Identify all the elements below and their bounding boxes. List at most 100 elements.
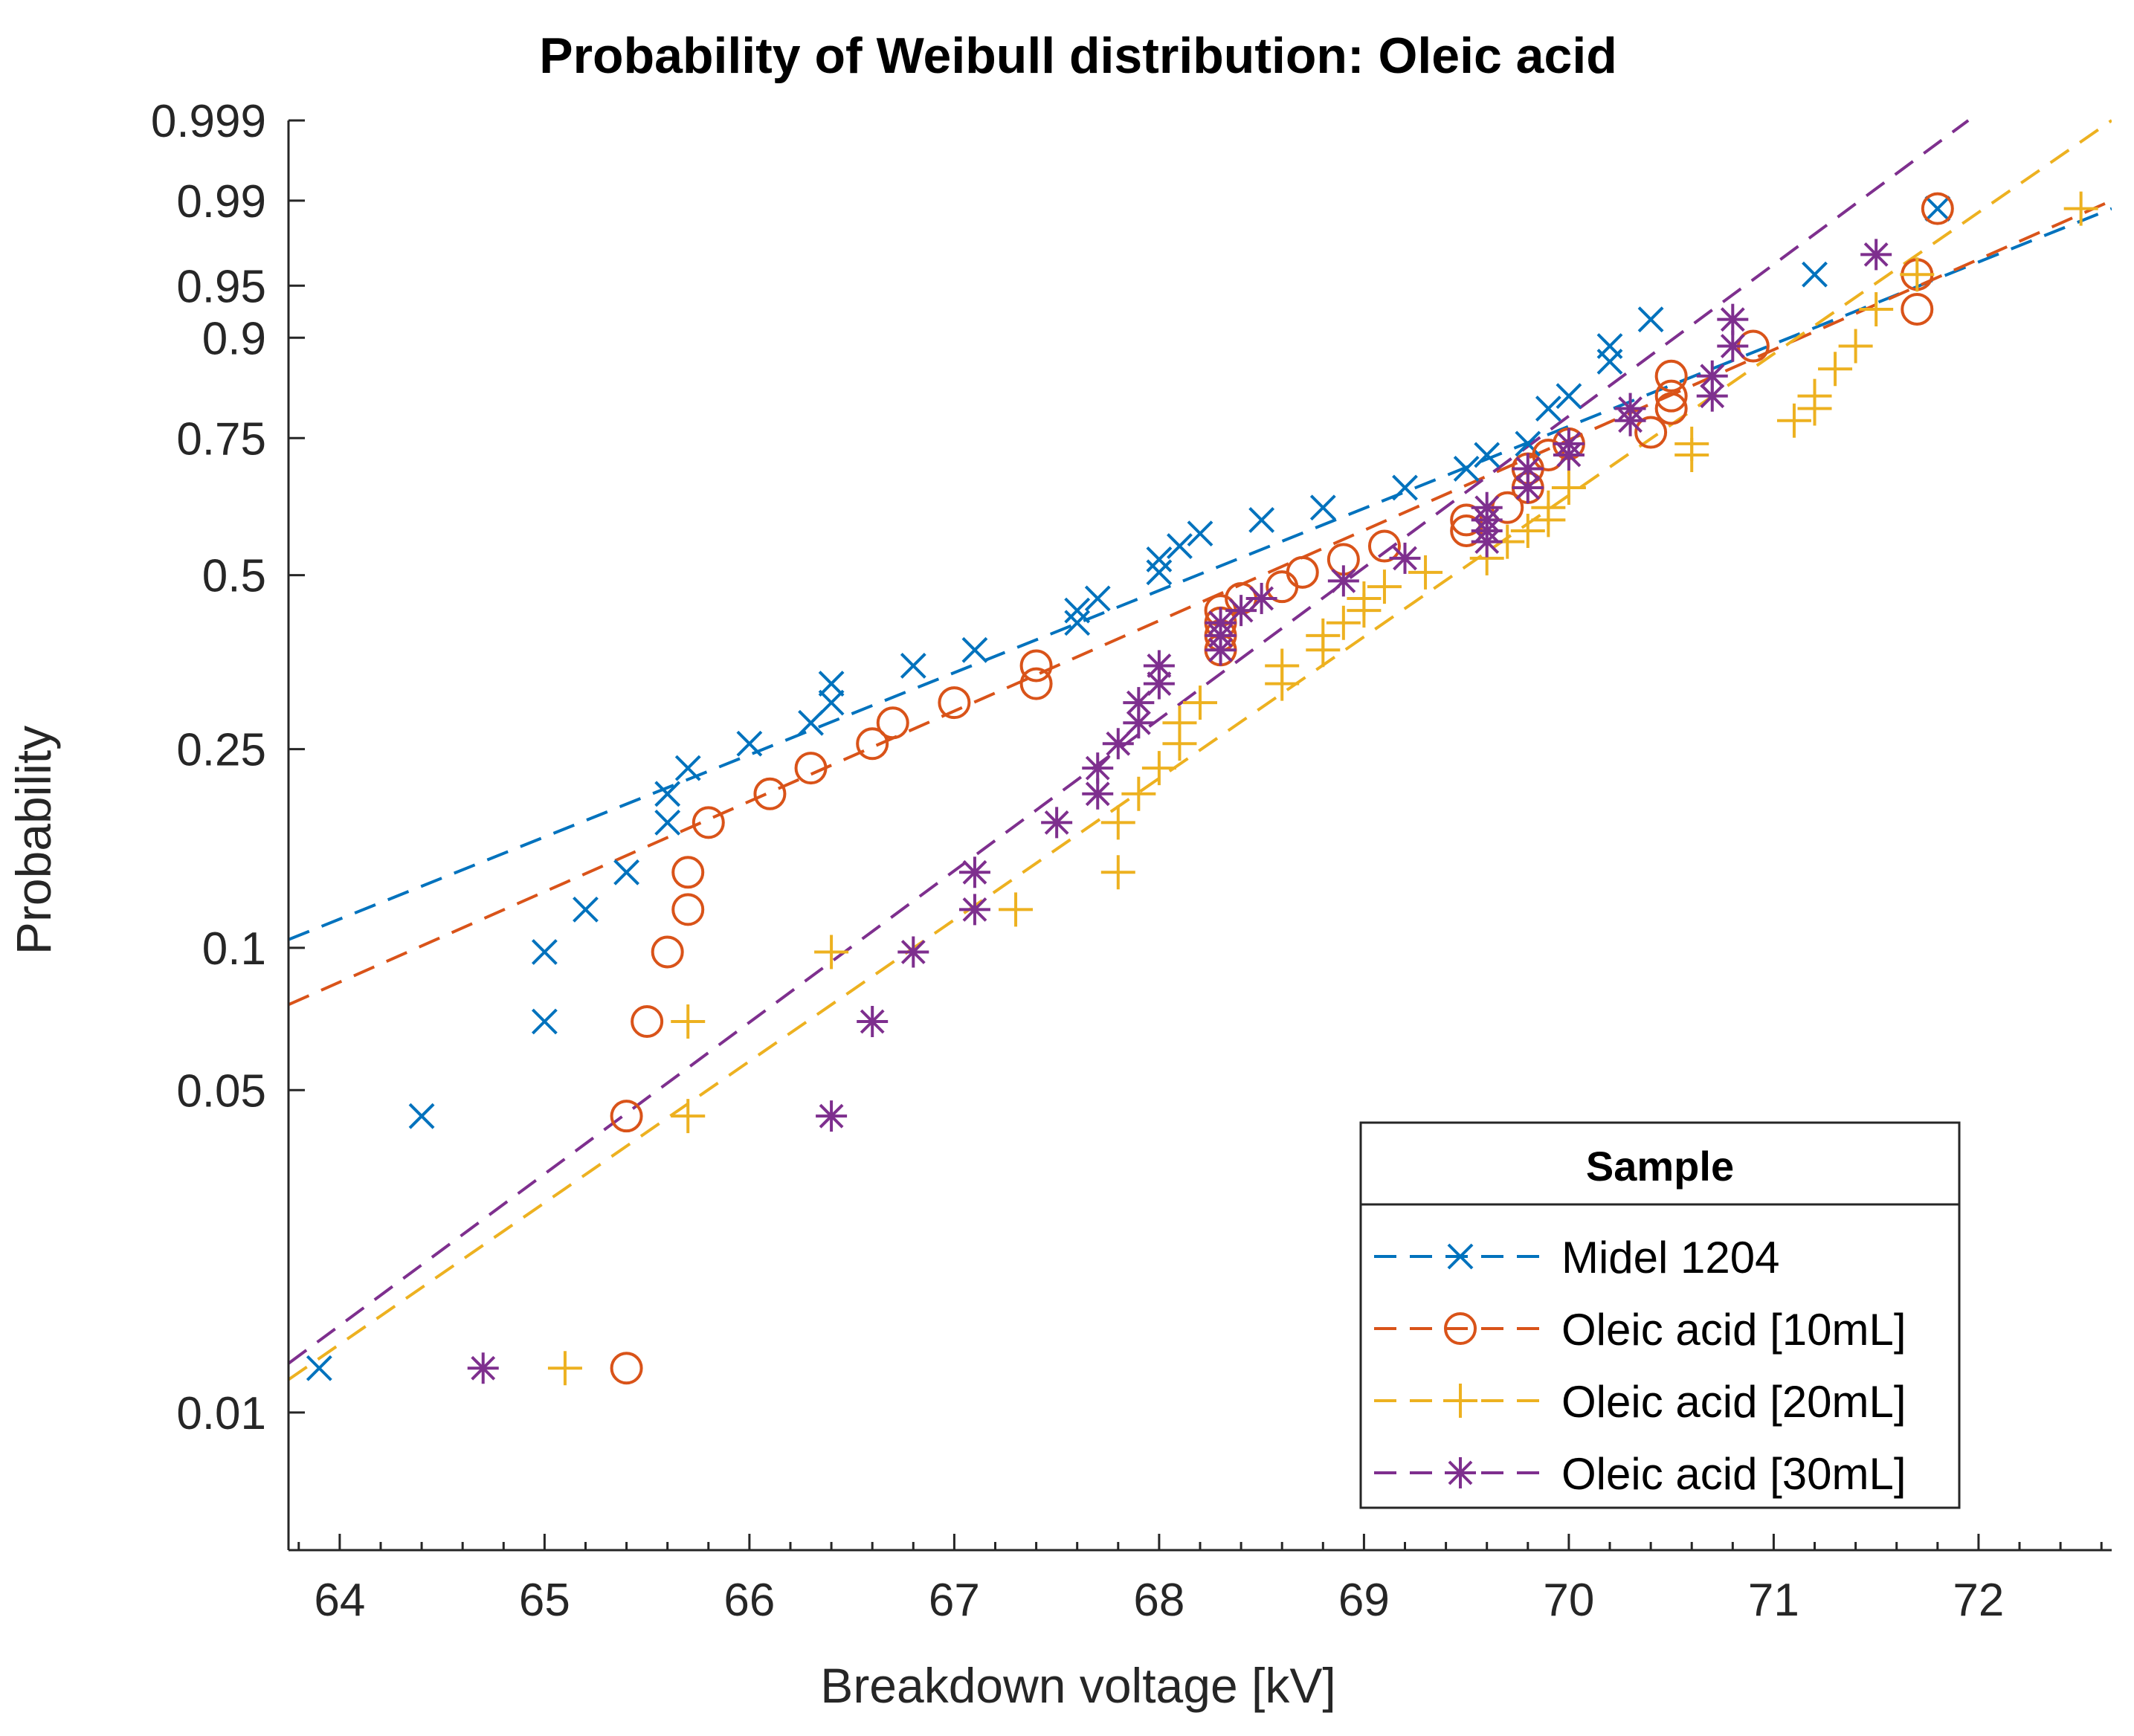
data-point-oleic-acid-30ml [1245,582,1277,614]
data-point-oleic-acid-20ml [1531,490,1566,525]
data-point-oleic-acid-10ml [651,935,684,969]
data-point-oleic-acid-20ml [1100,855,1135,890]
marker-stroke [1085,755,1110,781]
data-point-oleic-acid-30ml [1553,427,1585,459]
data-point-midel-1204 [798,709,824,736]
data-point-midel-1204 [1924,196,1951,222]
marker-stroke [1126,690,1151,715]
marker-stroke [1248,506,1275,533]
marker-stroke [1331,568,1356,593]
x-tick-label: 64 [314,1575,365,1626]
legend-label: Oleic acid [10mL] [1561,1305,1906,1355]
data-point-oleic-acid-10ml [692,806,725,839]
marker-stroke [1618,396,1643,421]
series-oleic-acid-30ml [467,239,1892,1384]
data-point-oleic-acid-30ml [958,856,990,888]
data-point-midel-1204 [1637,306,1664,333]
data-point-midel-1204 [961,636,988,663]
marker-stroke [798,709,824,736]
data-point-midel-1204 [818,689,845,716]
data-point-midel-1204 [1474,442,1500,468]
y-tick-label: 0.75 [176,413,266,465]
x-tick-label: 67 [929,1575,980,1626]
data-point-midel-1204 [573,896,599,923]
marker-stroke [408,1103,435,1129]
data-point-oleic-acid-20ml [671,1099,706,1134]
data-point-oleic-acid-20ml [814,935,849,969]
data-point-oleic-acid-10ml [610,1100,643,1133]
marker-stroke [1515,430,1541,457]
data-point-oleic-acid-10ml [1367,529,1401,563]
data-point-oleic-acid-10ml [1921,192,1954,225]
legend-marker [1444,1312,1477,1345]
y-tick-label: 0.9 [202,313,266,364]
data-point-oleic-acid-20ml [1306,618,1341,653]
data-point-oleic-acid-10ml [938,686,971,720]
data-point-oleic-acid-10ml [671,856,705,889]
data-point-midel-1204 [531,939,558,965]
fit-line-midel-1204 [288,207,2112,941]
data-point-oleic-acid-30ml [857,1005,889,1037]
legend-marker [1445,1457,1476,1488]
data-point-oleic-acid-20ml [671,1004,706,1039]
marker-stroke [1187,520,1213,547]
y-tick-label: 0.5 [202,551,266,602]
marker-stroke [1228,598,1254,623]
data-point-oleic-acid-20ml [1838,329,1873,364]
data-point-oleic-acid-20ml [1141,751,1176,786]
marker-stroke [1556,383,1582,410]
data-point-oleic-acid-20ml [2063,191,2098,226]
data-point-oleic-acid-20ml [1859,291,1894,326]
data-point-oleic-acid-10ml [1286,555,1319,589]
marker-stroke [531,939,558,965]
y-tick-label: 0.25 [176,725,266,776]
marker-stroke [573,896,599,923]
data-point-oleic-acid-30ml [897,936,929,968]
marker-stroke [736,730,763,757]
data-point-midel-1204 [613,859,639,885]
x-tick-label: 69 [1338,1575,1390,1626]
data-point-oleic-acid-10ml [1901,292,1934,326]
data-point-oleic-acid-30ml [1143,650,1175,682]
data-point-oleic-acid-20ml [1326,605,1361,640]
data-point-midel-1204 [531,1008,558,1035]
data-point-oleic-acid-30ml [467,1352,499,1384]
data-point-midel-1204 [1248,506,1275,533]
fit-line-oleic-acid-20ml [288,119,2112,1381]
legend-title: Sample [1586,1143,1734,1190]
data-point-oleic-acid-10ml [1019,667,1053,700]
data-point-oleic-acid-10ml [1019,649,1053,683]
data-point-oleic-acid-20ml [1900,257,1935,292]
marker-stroke [1802,261,1828,288]
data-point-midel-1204 [818,671,845,697]
data-markers [306,191,2098,1386]
data-point-midel-1204 [1146,559,1173,586]
chart-title: Probability of Weibull distribution: Ole… [539,28,1617,84]
data-point-oleic-acid-20ml [1408,555,1443,590]
marker-stroke [471,1355,496,1381]
data-point-oleic-acid-10ml [876,706,909,740]
data-point-oleic-acid-10ml [671,893,705,926]
data-point-midel-1204 [1802,261,1828,288]
data-point-oleic-acid-30ml [1471,491,1503,523]
legend-label: Midel 1204 [1561,1233,1780,1282]
data-point-oleic-acid-30ml [1041,807,1073,839]
data-point-oleic-acid-10ml [794,752,828,785]
marker-stroke [1556,431,1582,456]
marker-stroke [900,940,926,964]
data-point-oleic-acid-10ml [610,1352,643,1385]
data-point-midel-1204 [408,1103,435,1129]
tick-marks [288,119,2103,1550]
data-point-midel-1204 [1596,333,1623,359]
data-point-oleic-acid-20ml [1347,581,1382,616]
legend-item-oleic-acid-30ml: Oleic acid [30mL] [1374,1449,1906,1499]
marker-stroke [1515,456,1541,481]
y-tick-label: 0.95 [176,261,266,312]
legend-marker [1447,1243,1474,1270]
data-point-midel-1204 [1515,430,1541,457]
y-axis-label: Probability [6,726,61,955]
data-point-oleic-acid-20ml [1100,805,1135,840]
marker-stroke [1146,559,1173,586]
x-tick-label: 68 [1133,1575,1184,1626]
